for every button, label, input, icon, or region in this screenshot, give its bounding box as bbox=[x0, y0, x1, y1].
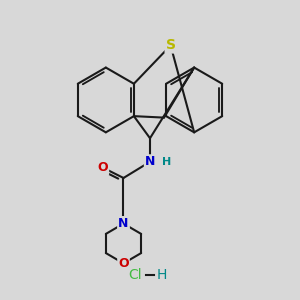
Text: H: H bbox=[162, 157, 171, 167]
Text: O: O bbox=[118, 257, 129, 270]
Text: S: S bbox=[166, 38, 176, 52]
Text: H: H bbox=[157, 268, 167, 282]
Text: N: N bbox=[118, 217, 129, 230]
Text: Cl: Cl bbox=[128, 268, 142, 282]
Text: N: N bbox=[145, 155, 155, 168]
Text: O: O bbox=[98, 161, 108, 174]
Text: N: N bbox=[118, 217, 129, 230]
